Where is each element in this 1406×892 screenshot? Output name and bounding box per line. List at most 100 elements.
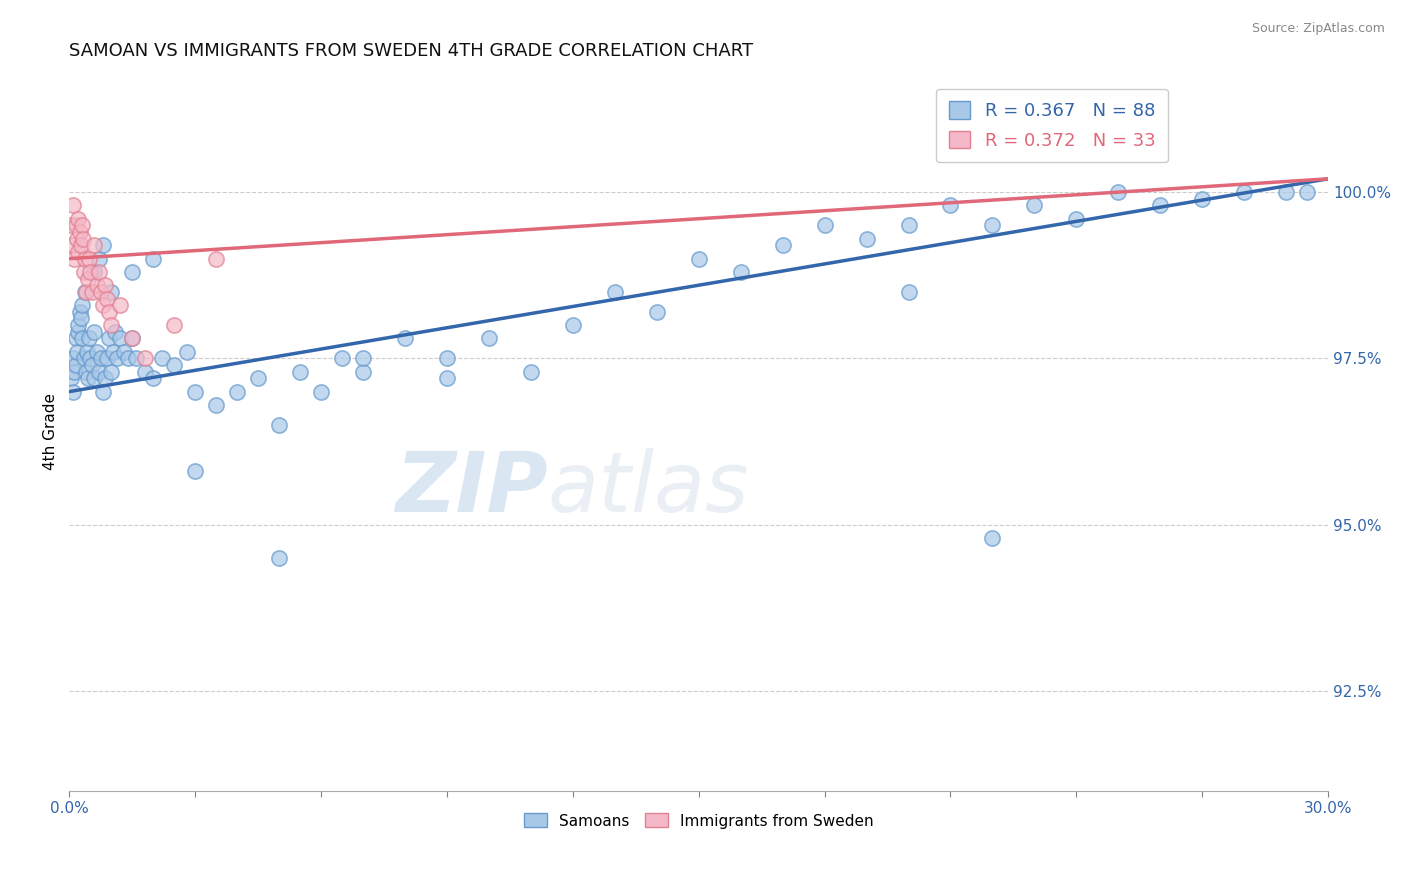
Point bbox=[897, 285, 920, 299]
Point bbox=[98, 331, 121, 345]
Point bbox=[897, 219, 920, 233]
Point bbox=[112, 344, 135, 359]
Point bbox=[288, 365, 311, 379]
Point bbox=[65, 219, 87, 233]
Point bbox=[561, 318, 583, 332]
Point bbox=[176, 344, 198, 359]
Point bbox=[67, 318, 90, 332]
Point bbox=[66, 232, 89, 246]
Point bbox=[91, 298, 114, 312]
Point bbox=[62, 351, 84, 366]
Point bbox=[855, 232, 877, 246]
Point bbox=[90, 285, 112, 299]
Text: SAMOAN VS IMMIGRANTS FROM SWEDEN 4TH GRADE CORRELATION CHART: SAMOAN VS IMMIGRANTS FROM SWEDEN 4TH GRA… bbox=[69, 42, 754, 60]
Point bbox=[330, 351, 353, 366]
Point bbox=[226, 384, 249, 399]
Point bbox=[100, 285, 122, 299]
Point bbox=[352, 365, 374, 379]
Point bbox=[1233, 185, 1256, 199]
Point bbox=[83, 265, 105, 279]
Point bbox=[730, 265, 752, 279]
Point bbox=[83, 371, 105, 385]
Point bbox=[77, 371, 100, 385]
Point bbox=[82, 358, 104, 372]
Point bbox=[1024, 198, 1046, 212]
Point bbox=[62, 238, 84, 252]
Point bbox=[121, 265, 143, 279]
Point bbox=[267, 550, 290, 565]
Point bbox=[247, 371, 270, 385]
Point bbox=[103, 344, 125, 359]
Point bbox=[108, 331, 131, 345]
Point bbox=[75, 285, 97, 299]
Point bbox=[163, 318, 186, 332]
Point bbox=[75, 252, 97, 266]
Text: Source: ZipAtlas.com: Source: ZipAtlas.com bbox=[1251, 22, 1385, 36]
Point bbox=[86, 344, 108, 359]
Point bbox=[205, 398, 228, 412]
Point bbox=[66, 325, 89, 339]
Point bbox=[96, 351, 118, 366]
Point bbox=[70, 311, 93, 326]
Point bbox=[79, 265, 101, 279]
Point bbox=[1191, 192, 1213, 206]
Point bbox=[309, 384, 332, 399]
Point bbox=[394, 331, 416, 345]
Point bbox=[603, 285, 626, 299]
Point bbox=[125, 351, 148, 366]
Point bbox=[100, 318, 122, 332]
Point bbox=[645, 305, 668, 319]
Point bbox=[91, 384, 114, 399]
Point bbox=[65, 358, 87, 372]
Point bbox=[981, 531, 1004, 545]
Text: atlas: atlas bbox=[547, 449, 749, 530]
Point bbox=[83, 325, 105, 339]
Point bbox=[939, 198, 962, 212]
Point bbox=[1149, 198, 1171, 212]
Point bbox=[62, 384, 84, 399]
Point bbox=[134, 351, 156, 366]
Point bbox=[94, 371, 117, 385]
Text: ZIP: ZIP bbox=[395, 449, 547, 530]
Point bbox=[1275, 185, 1298, 199]
Point bbox=[65, 331, 87, 345]
Point bbox=[142, 371, 165, 385]
Point bbox=[73, 265, 96, 279]
Point bbox=[70, 219, 93, 233]
Point bbox=[108, 298, 131, 312]
Point bbox=[94, 278, 117, 293]
Point bbox=[107, 351, 129, 366]
Point bbox=[86, 278, 108, 293]
Point bbox=[69, 225, 91, 239]
Point bbox=[184, 384, 207, 399]
Y-axis label: 4th Grade: 4th Grade bbox=[44, 393, 58, 470]
Point bbox=[1066, 211, 1088, 226]
Point bbox=[87, 365, 110, 379]
Point bbox=[70, 298, 93, 312]
Point bbox=[688, 252, 710, 266]
Point bbox=[60, 219, 83, 233]
Point bbox=[77, 271, 100, 285]
Point bbox=[87, 252, 110, 266]
Point bbox=[267, 417, 290, 432]
Point bbox=[813, 219, 835, 233]
Point bbox=[163, 358, 186, 372]
Point bbox=[96, 292, 118, 306]
Point bbox=[76, 344, 98, 359]
Point bbox=[1107, 185, 1129, 199]
Point bbox=[87, 265, 110, 279]
Point bbox=[70, 238, 93, 252]
Point bbox=[75, 365, 97, 379]
Point bbox=[75, 285, 97, 299]
Point bbox=[142, 252, 165, 266]
Point bbox=[184, 464, 207, 478]
Point bbox=[436, 371, 458, 385]
Point bbox=[66, 344, 89, 359]
Point bbox=[1296, 185, 1319, 199]
Point bbox=[82, 285, 104, 299]
Point bbox=[79, 252, 101, 266]
Point bbox=[352, 351, 374, 366]
Point bbox=[63, 252, 86, 266]
Point bbox=[91, 238, 114, 252]
Point bbox=[72, 232, 94, 246]
